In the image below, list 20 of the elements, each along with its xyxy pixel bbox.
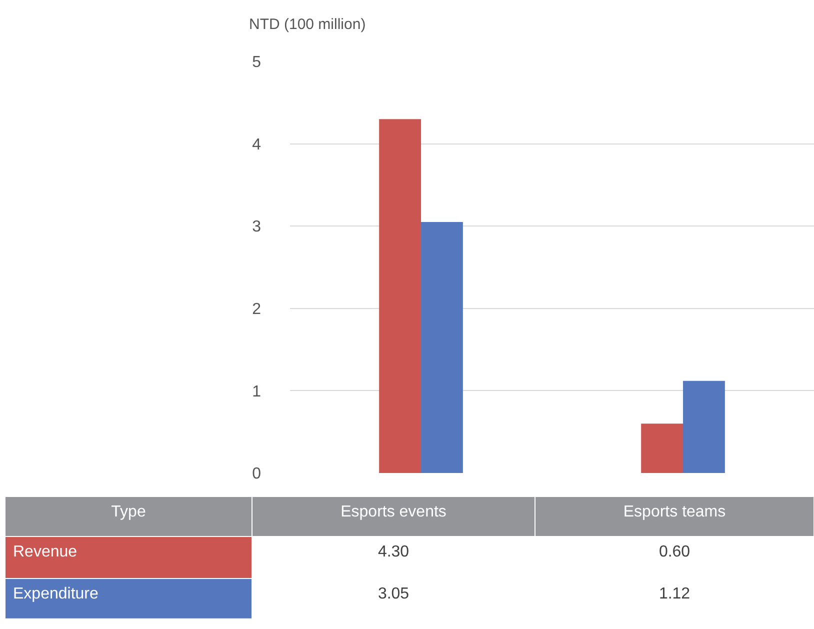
text: Revenue bbox=[13, 543, 78, 560]
data-label: 0.60 bbox=[658, 543, 690, 560]
bar bbox=[421, 222, 463, 474]
bar bbox=[683, 380, 725, 474]
data-label: 4.30 bbox=[378, 543, 410, 560]
y-tick-label: 2 bbox=[252, 301, 262, 318]
bar bbox=[379, 119, 421, 474]
y-axis-title: NTD (100 million) bbox=[249, 16, 366, 33]
y-tick-label: 4 bbox=[252, 136, 262, 154]
data-label: 3.05 bbox=[378, 585, 410, 602]
y-tick-label: 1 bbox=[252, 383, 262, 400]
x-tick-label: Esports events bbox=[340, 503, 446, 520]
y-tick-label: 3 bbox=[252, 218, 262, 236]
y-tick-label: 5 bbox=[252, 54, 262, 72]
data-label: 1.12 bbox=[658, 585, 690, 602]
legend-title: Type bbox=[111, 503, 146, 520]
y-tick-label: 0 bbox=[252, 466, 262, 483]
bar bbox=[641, 424, 683, 474]
x-tick-label: Esports teams bbox=[623, 503, 726, 520]
text: Expenditure bbox=[13, 585, 98, 602]
